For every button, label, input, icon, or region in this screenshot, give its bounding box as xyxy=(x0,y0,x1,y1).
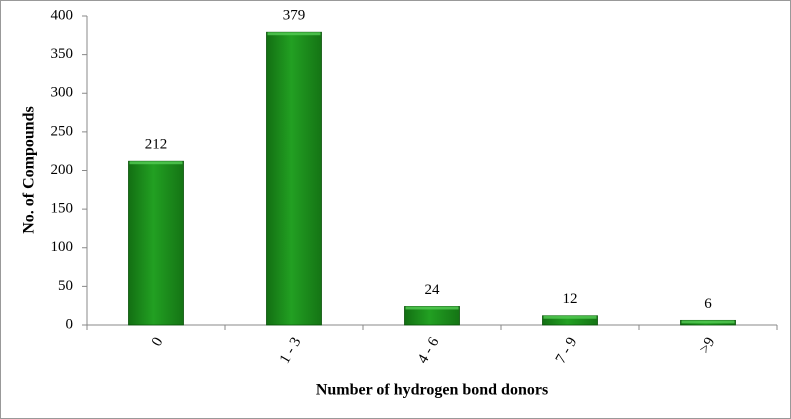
y-tick-label: 350 xyxy=(51,46,74,62)
y-tick-label: 50 xyxy=(58,278,73,294)
value-label: 12 xyxy=(563,291,578,307)
value-label: 6 xyxy=(704,296,712,312)
y-tick-label: 400 xyxy=(51,7,74,23)
y-axis-label: No. of Compounds xyxy=(21,106,38,234)
bar xyxy=(128,160,184,326)
y-tick-label: 250 xyxy=(51,123,74,139)
y-tick-label: 150 xyxy=(51,201,74,217)
value-label: 379 xyxy=(283,8,306,24)
value-label: 212 xyxy=(145,137,168,153)
y-tick-label: 100 xyxy=(51,239,74,255)
y-tick-label: 200 xyxy=(51,162,74,178)
bar-top xyxy=(405,306,459,310)
bar-top xyxy=(681,320,735,324)
bar-top xyxy=(543,315,597,319)
value-label: 24 xyxy=(425,282,441,298)
y-tick-label: 300 xyxy=(51,85,74,101)
bar-top xyxy=(267,32,321,36)
y-tick-label: 0 xyxy=(66,316,74,332)
x-axis-label: Number of hydrogen bond donors xyxy=(316,382,548,399)
bar xyxy=(266,31,322,326)
x-tick-label: >9 xyxy=(697,335,719,357)
bar-top xyxy=(129,161,183,165)
